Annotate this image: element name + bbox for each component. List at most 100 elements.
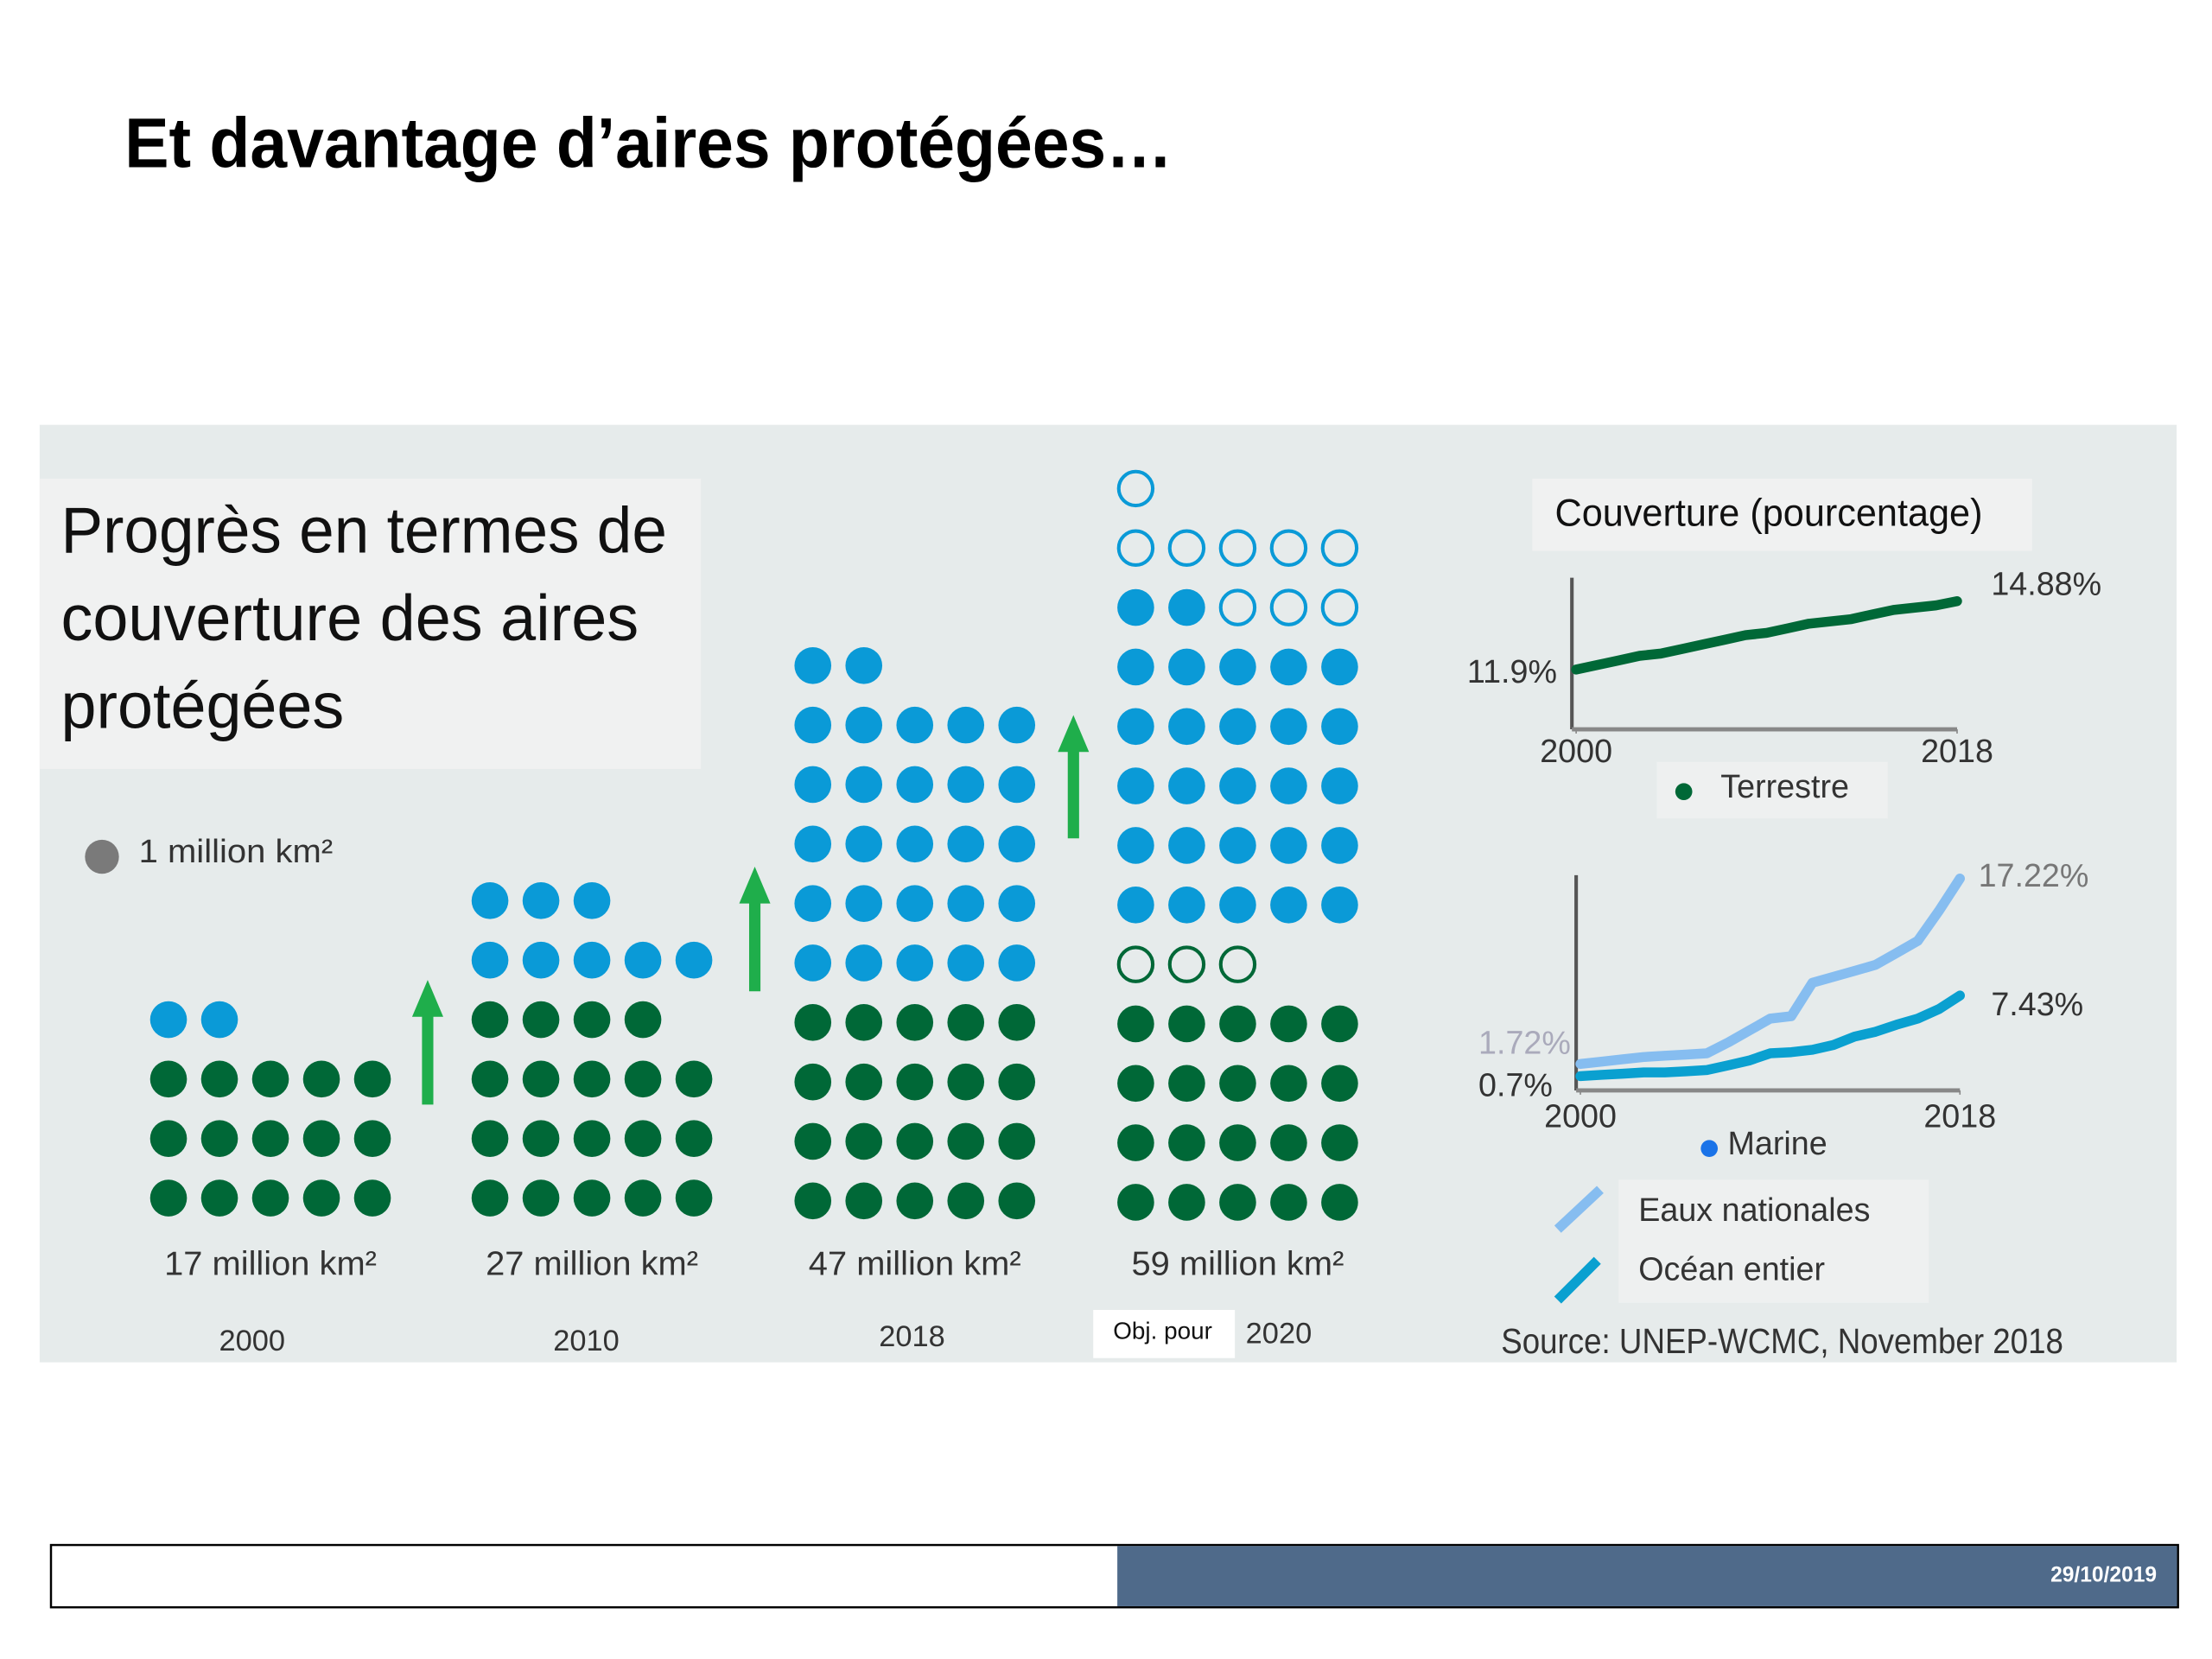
area-dot	[794, 1003, 832, 1041]
year-label: 2010	[553, 1325, 620, 1357]
area-dot	[573, 1001, 611, 1039]
area-dot	[947, 766, 985, 804]
legend-box	[1618, 1179, 1929, 1303]
area-dot	[1320, 588, 1359, 626]
x-tick-label: 2018	[1921, 733, 1993, 769]
area-dot	[251, 1120, 289, 1158]
area-dot	[947, 1182, 985, 1220]
area-label: 17 million km²	[164, 1245, 377, 1283]
area-dot	[1321, 708, 1358, 746]
footer-band	[1117, 1546, 2177, 1606]
area-dot	[1218, 588, 1257, 626]
area-dot	[522, 1120, 560, 1158]
end-label: 7.43%	[1991, 986, 2083, 1022]
area-dot	[1321, 1124, 1358, 1161]
area-dot	[947, 1063, 985, 1101]
area-dot	[471, 882, 509, 919]
area-dot	[1168, 1065, 1205, 1103]
area-dot	[302, 1060, 340, 1098]
end-label: 14.88%	[1991, 565, 2101, 601]
area-dot	[947, 885, 985, 922]
year-label: 2020	[1246, 1318, 1313, 1351]
area-dot	[1168, 588, 1205, 626]
area-dot	[1117, 1124, 1154, 1161]
area-dot	[845, 1182, 883, 1220]
area-dot	[149, 1001, 188, 1039]
legend-dot	[85, 839, 119, 874]
area-dot	[1270, 1124, 1307, 1161]
area-dot	[1270, 827, 1307, 864]
area-dot	[1320, 529, 1359, 567]
heading-line: Progrès en termes de	[60, 493, 666, 566]
area-dot	[1219, 827, 1256, 864]
area-dot	[947, 706, 985, 744]
coverage-title: Couverture (pourcentage)	[1555, 492, 1983, 534]
area-dot	[200, 1001, 238, 1039]
area-dot	[1321, 827, 1358, 864]
area-dot	[624, 1179, 662, 1217]
legend-dot	[1675, 783, 1693, 800]
start-label: 11.9%	[1467, 653, 1557, 690]
line-series	[1575, 990, 1966, 1082]
area-dot	[251, 1060, 289, 1098]
area-dot	[1168, 648, 1205, 686]
legend-label: Océan entier	[1638, 1251, 1825, 1287]
area-dot	[947, 1003, 985, 1041]
start-label: 1.72%	[1478, 1024, 1571, 1060]
legend-box	[1656, 761, 1888, 819]
area-dot	[1168, 767, 1205, 804]
area-dot	[794, 825, 832, 863]
area-dot	[1219, 886, 1256, 924]
area-dot	[1218, 529, 1257, 567]
area-dot	[1168, 827, 1205, 864]
area-dot	[947, 944, 985, 982]
legend-label: Eaux nationales	[1638, 1192, 1870, 1228]
area-dot	[896, 706, 934, 744]
area-dot	[896, 825, 934, 863]
area-dot	[794, 1122, 832, 1160]
area-dot	[471, 941, 509, 979]
heading-line: protégées	[60, 670, 344, 742]
area-label: 59 million km²	[1132, 1245, 1344, 1283]
year-label: 2000	[219, 1325, 285, 1357]
area-dot	[1321, 1184, 1358, 1221]
target-note: Obj. pour	[1113, 1318, 1212, 1344]
area-dot	[1117, 588, 1154, 626]
area-dot	[675, 1060, 713, 1098]
area-dot	[302, 1120, 340, 1158]
coverage-title-box	[1532, 478, 2032, 551]
area-dot	[1219, 1065, 1256, 1103]
source: Source: UNEP-WCMC, November 2018	[1501, 1321, 2063, 1361]
start-label: 0.7%	[1478, 1067, 1553, 1103]
area-dot	[1168, 1124, 1205, 1161]
area-dot	[149, 1120, 188, 1158]
year-label: 2018	[879, 1320, 945, 1353]
area-dot	[845, 885, 883, 922]
area-dot	[624, 1120, 662, 1158]
footer-date: 29/10/2019	[2050, 1564, 2157, 1587]
area-dot	[1321, 1005, 1358, 1043]
area-dot	[896, 1182, 934, 1220]
area-dot	[1219, 648, 1256, 686]
target-note-box	[1093, 1310, 1236, 1358]
area-dot	[896, 1003, 934, 1041]
area-dot	[998, 1122, 1036, 1160]
area-dot	[896, 944, 934, 982]
area-dot	[1116, 945, 1155, 983]
area-dot	[1219, 1005, 1256, 1043]
area-dot	[471, 1120, 509, 1158]
area-dot	[471, 1060, 509, 1098]
area-dot	[1321, 1065, 1358, 1103]
legend-swatch	[1554, 1256, 1601, 1304]
heading-box	[39, 478, 702, 769]
area-dot	[522, 1001, 560, 1039]
area-dot	[1270, 1184, 1307, 1221]
area-dot	[1270, 886, 1307, 924]
area-dot	[845, 646, 883, 684]
area-dot	[845, 1063, 883, 1101]
area-label: 27 million km²	[486, 1245, 698, 1283]
area-dot	[624, 1001, 662, 1039]
area-dot	[1168, 1005, 1205, 1043]
